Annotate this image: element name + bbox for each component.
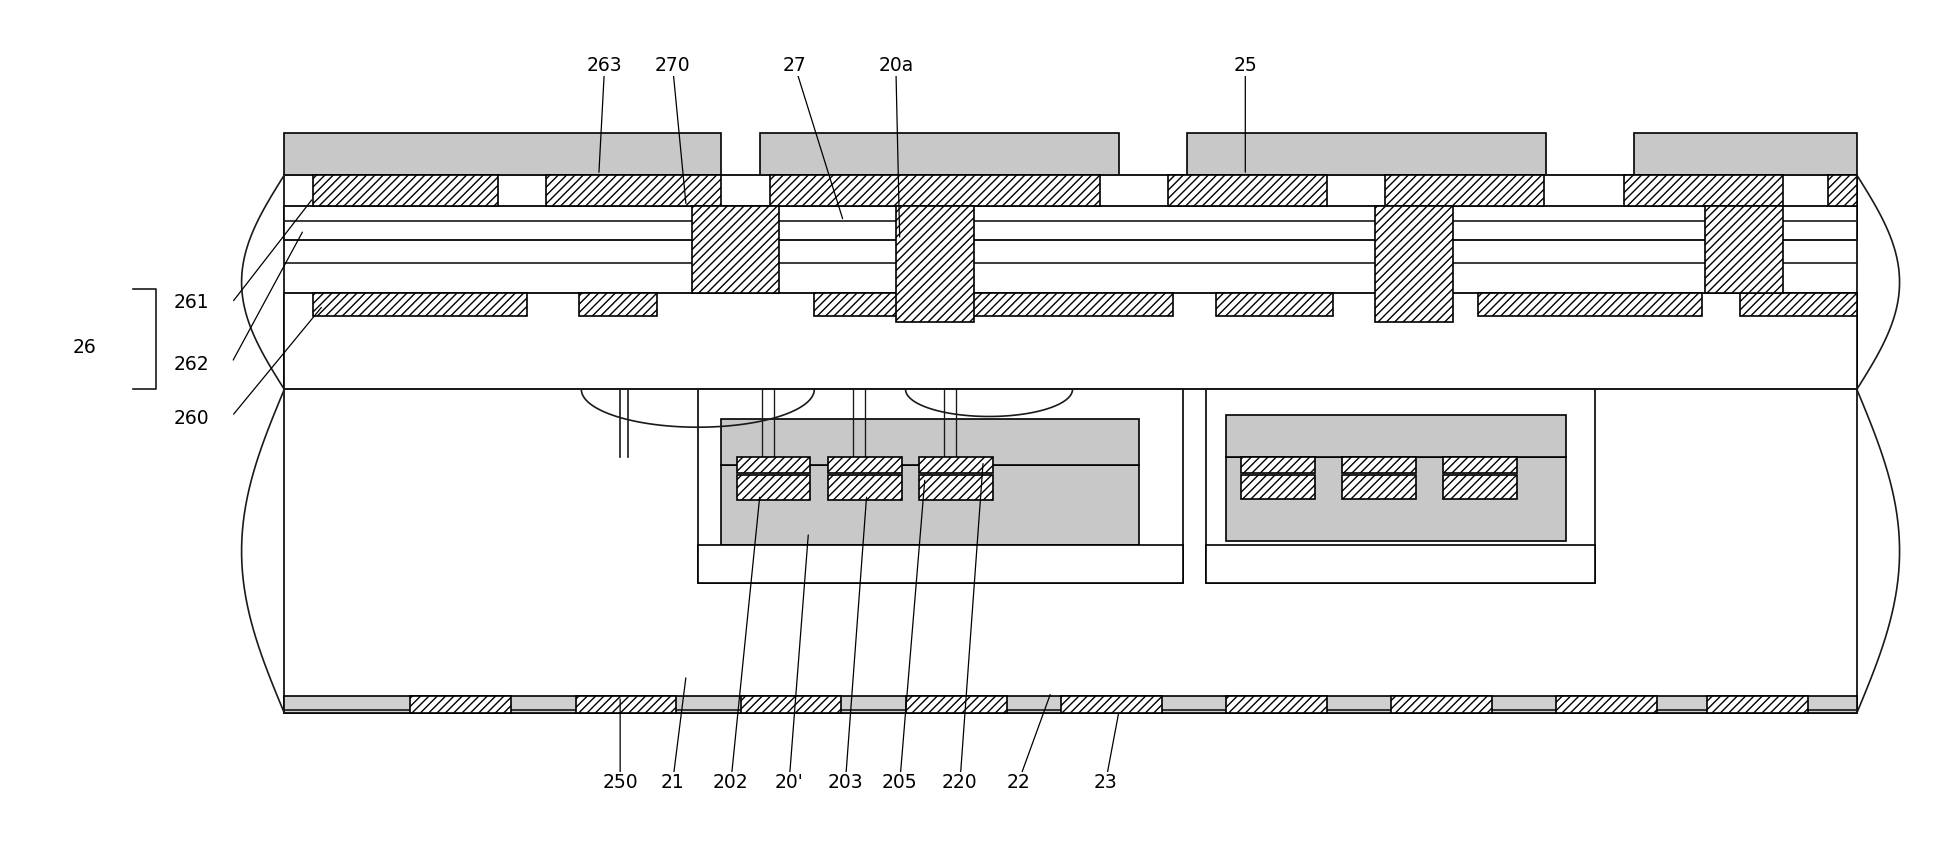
Bar [1375,206,1452,322]
Bar [736,457,810,474]
Bar [827,475,901,500]
Bar [697,389,1184,583]
Bar [827,457,901,474]
Bar [1741,293,1857,316]
Bar [1242,457,1314,474]
Text: 263: 263 [586,57,623,75]
Text: 20': 20' [775,773,804,792]
Bar [1242,475,1314,498]
Bar [1217,293,1332,316]
Bar [736,475,810,500]
Text: 270: 270 [654,57,691,75]
Text: 220: 220 [942,773,977,792]
Bar [1556,696,1657,713]
Bar [284,175,1857,713]
Bar [740,696,841,713]
Bar [1227,696,1326,713]
Bar [919,457,993,474]
Bar [919,475,993,500]
Bar [697,545,1184,583]
Bar [580,293,656,316]
Text: 250: 250 [602,773,639,792]
Bar [1443,475,1517,498]
Bar [313,293,528,316]
Bar [1227,415,1565,457]
Bar [1188,133,1546,175]
Text: 26: 26 [72,338,95,357]
Text: 22: 22 [1007,773,1030,792]
Text: 262: 262 [173,354,208,374]
Bar [905,696,1007,713]
Text: 205: 205 [882,773,917,792]
Bar [1706,206,1783,293]
Bar [759,133,1120,175]
Bar [720,419,1139,465]
Bar [284,696,1857,713]
Bar [1061,696,1162,713]
Bar [814,293,1174,316]
Text: 261: 261 [173,294,208,312]
Bar [1624,175,1783,206]
Text: 203: 203 [827,773,863,792]
Bar [1168,175,1326,206]
Bar [1478,293,1702,316]
Bar [1341,475,1415,498]
Text: 25: 25 [1234,57,1258,75]
Bar [1708,696,1809,713]
Text: 27: 27 [783,57,806,75]
Bar [1207,389,1595,583]
Bar [1828,175,1857,206]
Text: 20a: 20a [878,57,913,75]
Bar [1443,457,1517,474]
Bar [1341,457,1415,474]
Bar [411,696,512,713]
Text: 260: 260 [173,409,208,428]
Bar [691,206,779,293]
Bar [284,293,1857,389]
Bar [720,465,1139,545]
Text: 23: 23 [1094,773,1118,792]
Bar [1634,133,1857,175]
Bar [547,175,720,206]
Bar [1384,175,1544,206]
Bar [313,175,498,206]
Bar [896,206,974,322]
Text: 202: 202 [713,773,750,792]
Bar [1390,696,1491,713]
Bar [1207,545,1595,583]
Bar [284,133,720,175]
Text: 21: 21 [660,773,685,792]
Bar [769,175,1100,206]
Bar [576,696,676,713]
Bar [284,206,1857,239]
Bar [1227,457,1565,541]
